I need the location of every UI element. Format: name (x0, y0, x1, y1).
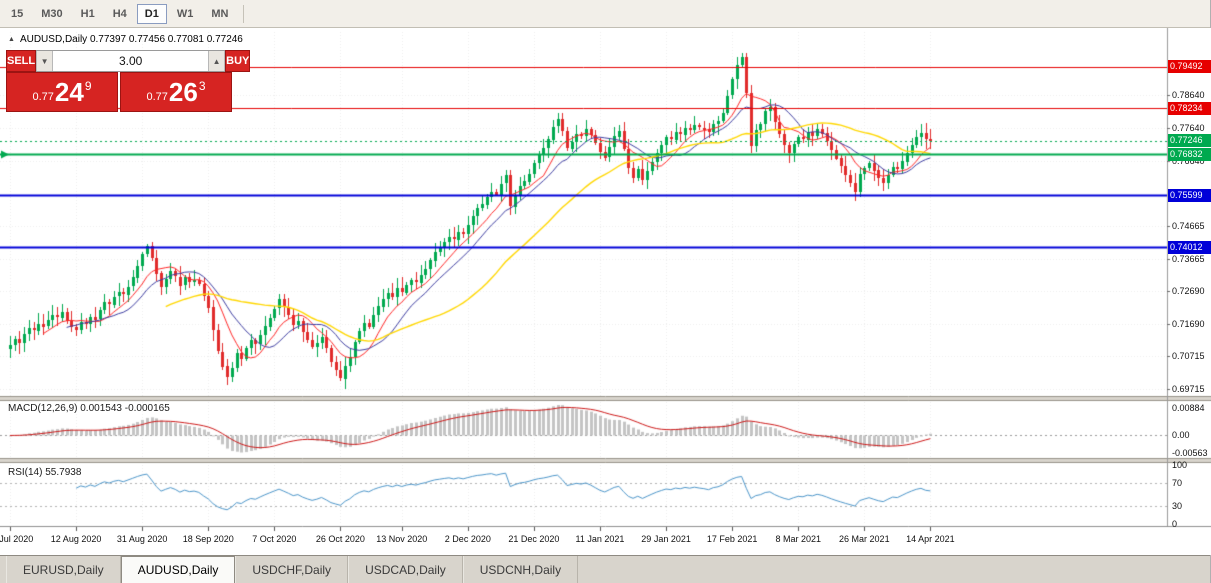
collapse-panel-icon[interactable]: ▲ (8, 36, 15, 43)
timeframe-button-h1[interactable]: H1 (80, 7, 95, 20)
sell-button[interactable]: SELL (6, 50, 37, 72)
volume-increase-icon[interactable]: ▲ (208, 51, 226, 71)
timeframe-button-w1[interactable]: W1 (176, 7, 194, 20)
timeframe-button-m30[interactable]: M30 (41, 7, 63, 20)
buy-price-small: 0.77 (146, 90, 168, 103)
sell-price-big: 24 (54, 77, 84, 107)
chart-tabs: EURUSD,Daily AUDUSD,Daily USDCHF,Daily USDC… (0, 555, 1210, 583)
tab-eurusd[interactable]: EURUSD,Daily (6, 556, 121, 583)
buy-price-big: 26 (168, 77, 198, 107)
volume-decrease-icon[interactable]: ▼ (36, 51, 54, 71)
macd-indicator-label: MACD(12,26,9) 0.001543 -0.000165 (8, 403, 170, 414)
sell-price-display[interactable]: 0.77 24 9 (6, 72, 118, 112)
timeframe-button-h4[interactable]: H4 (112, 7, 127, 20)
symbol-ohlc-text: AUDUSD,Daily 0.77397 0.77456 0.77081 0.7… (19, 34, 243, 45)
buy-price-sup: 3 (198, 78, 206, 93)
sell-price-sup: 9 (84, 78, 92, 93)
timeframe-toolbar: 15 M30 H1 H4 D1 W1 MN (0, 0, 1210, 28)
volume-control: ▼ ▲ (36, 50, 226, 72)
timeframe-button-mn[interactable]: MN (211, 7, 229, 20)
toolbar-separator (243, 4, 245, 23)
rsi-indicator-label: RSI(14) 55.7938 (8, 467, 82, 478)
chart-symbol-title: ▲ AUDUSD,Daily 0.77397 0.77456 0.77081 0… (8, 34, 243, 45)
one-click-trading-panel: SELL ▼ ▲ BUY 0.77 24 9 0.77 26 3 (6, 50, 251, 112)
timeframe-button-d1[interactable]: D1 (136, 3, 167, 24)
timeframe-button-15[interactable]: 15 (11, 7, 24, 20)
volume-input[interactable] (53, 51, 209, 71)
tab-usdcnh[interactable]: USDCNH,Daily (462, 556, 579, 583)
price-chart-canvas[interactable] (0, 28, 1211, 555)
tab-usdchf[interactable]: USDCHF,Daily (235, 556, 349, 583)
tab-audusd[interactable]: AUDUSD,Daily (120, 556, 236, 583)
sell-price-small: 0.77 (32, 90, 54, 103)
buy-button[interactable]: BUY (225, 50, 251, 72)
buy-price-display[interactable]: 0.77 26 3 (120, 72, 232, 112)
chart-region: ▲ AUDUSD,Daily 0.77397 0.77456 0.77081 0… (0, 28, 1211, 555)
tab-usdcad[interactable]: USDCAD,Daily (348, 556, 463, 583)
